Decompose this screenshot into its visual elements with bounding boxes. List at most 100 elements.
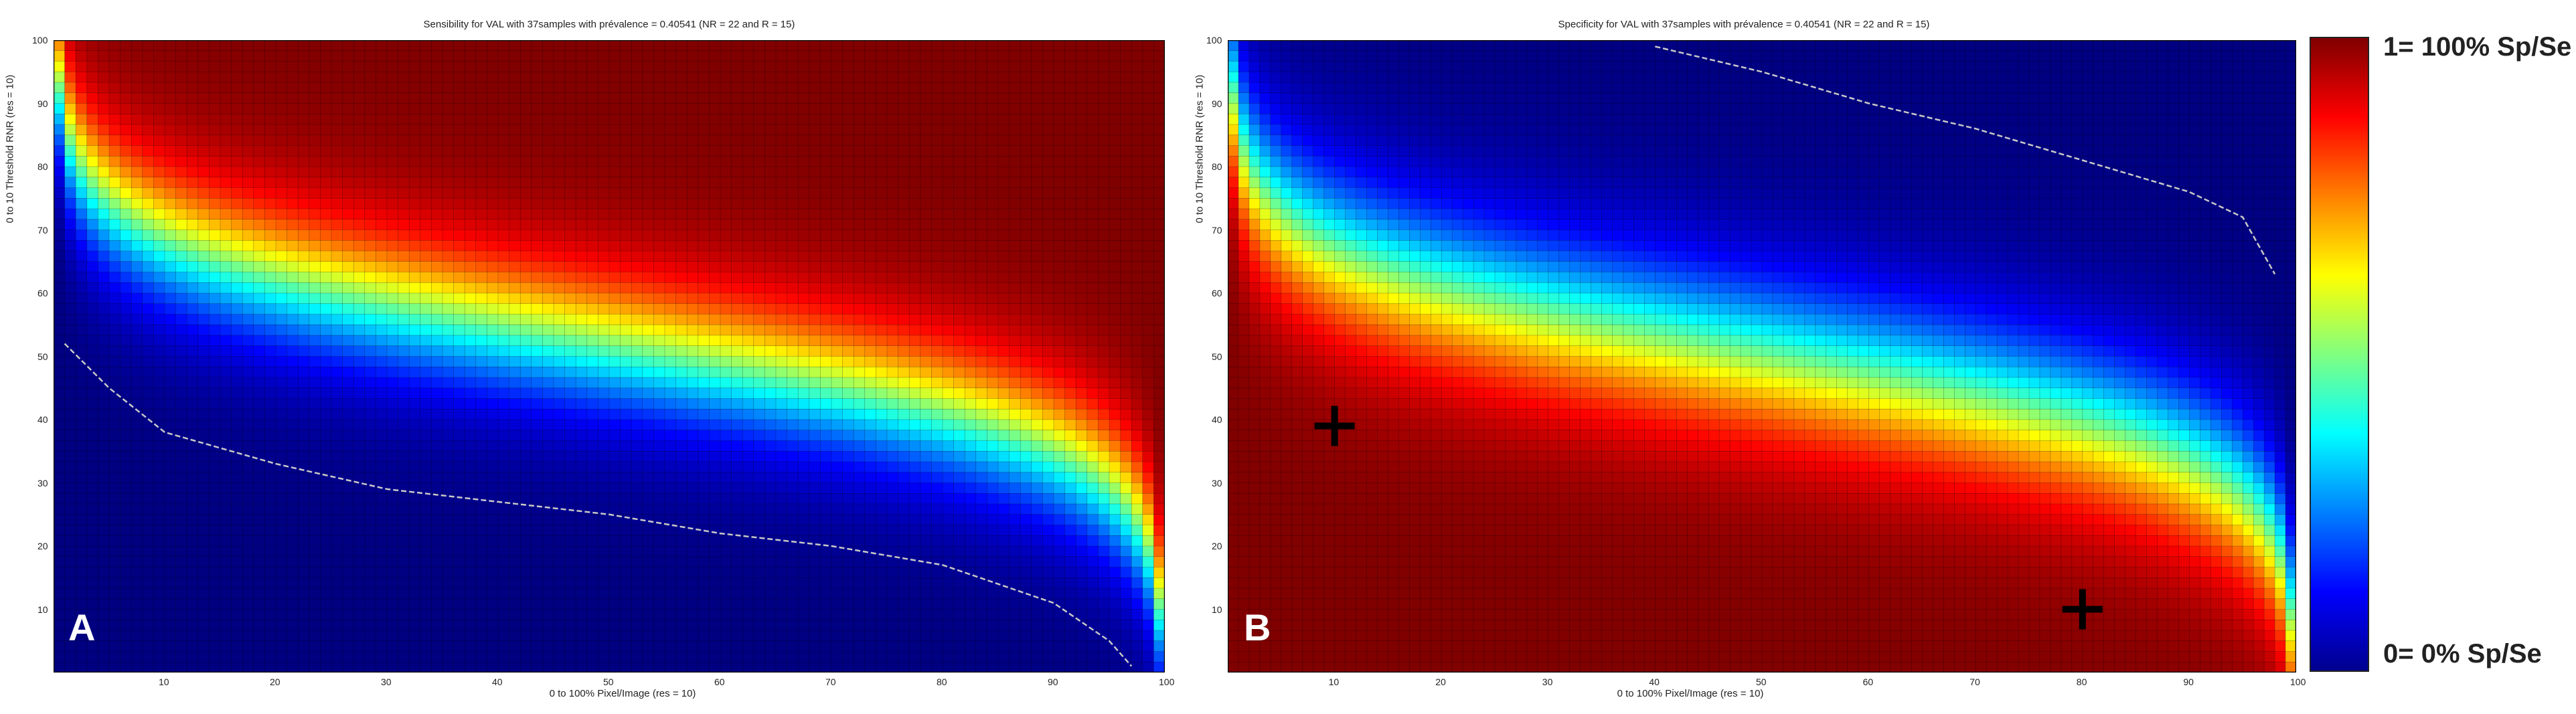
heatmap-cell [264,387,276,399]
heatmap-cell [787,250,799,262]
heatmap-cell [586,177,598,189]
heatmap-cell [186,113,199,125]
heatmap-cell [309,145,321,157]
heatmap-cell [709,545,721,557]
heatmap-cell [775,40,788,52]
heatmap-cell [175,535,187,547]
heatmap-cell [497,303,510,315]
heatmap-cell [431,535,443,547]
heatmap-cell [964,314,977,325]
heatmap-cell [509,177,521,189]
heatmap-cell [431,356,443,367]
heatmap-cell [275,197,288,209]
heatmap-cell [120,230,132,241]
heatmap-cell [731,71,743,83]
heatmap-cell [842,503,854,515]
heatmap-cell [864,40,877,52]
heatmap-cell [386,493,399,505]
heatmap-cell [931,387,943,399]
heatmap-cell [287,219,299,231]
heatmap-cell [642,419,654,431]
heatmap-cell [64,482,76,494]
heatmap-cell [942,113,955,125]
heatmap-cell [908,50,921,62]
heatmap-cell [420,408,432,420]
heatmap-cell [686,482,699,494]
heatmap-cell [175,640,187,652]
heatmap-cell [864,640,877,652]
heatmap-cell [653,651,665,662]
heatmap-cell [264,514,276,526]
heatmap-cell [575,124,588,136]
heatmap-cell [920,661,933,673]
heatmap-cell [898,292,910,304]
heatmap-cell [620,197,632,209]
heatmap-cell [242,71,254,83]
heatmap-cell [98,166,110,178]
heatmap-cell [497,525,510,536]
heatmap-cell [309,124,321,136]
heatmap-cell [953,640,965,652]
heatmap-cell [475,609,487,620]
heatmap-cell [398,292,410,304]
heatmap-cell [642,40,654,52]
heatmap-cell [442,324,455,336]
heatmap-cell [531,303,543,315]
heatmap-cell [253,177,265,189]
heatmap-cell [787,588,799,600]
heatmap-cell [509,314,521,325]
heatmap-cell [497,282,510,294]
heatmap-cell [54,92,66,104]
heatmap-cell [353,398,366,410]
heatmap-cell [487,82,499,94]
heatmap-cell [275,598,288,610]
heatmap-cell [197,250,210,262]
heatmap-cell [98,609,110,620]
heatmap-cell [376,82,388,94]
heatmap-cell [898,482,910,494]
heatmap-cell [309,619,321,631]
heatmap-cell [408,493,421,505]
heatmap-cell [253,356,265,367]
heatmap-cell [742,598,754,610]
heatmap-cell [487,324,499,336]
heatmap-cell [342,482,354,494]
heatmap-cell [686,230,699,241]
heatmap-cell [86,356,98,367]
heatmap-cell [831,166,843,178]
heatmap-cell [542,250,554,262]
heatmap-cell [376,450,388,462]
heatmap-cell [753,545,766,557]
heatmap-cell [342,651,354,662]
heatmap-cell [54,292,66,304]
heatmap-cell [753,155,766,167]
heatmap-cell [886,240,899,252]
heatmap-cell [264,366,276,378]
heatmap-cell [186,197,199,209]
heatmap-cell [353,630,366,642]
heatmap-cell [164,145,177,157]
heatmap-cell [275,261,288,273]
heatmap-cell [653,177,665,189]
heatmap-cell [542,430,554,442]
heatmap-cell [809,135,821,147]
heatmap-cell [842,187,854,199]
heatmap-cell [820,314,832,325]
heatmap-cell [309,113,321,125]
heatmap-cell [431,187,443,199]
heatmap-cell [408,61,421,72]
heatmap-cell [886,356,899,367]
heatmap-cell [542,272,554,283]
heatmap-cell [320,166,332,178]
heatmap-cell [709,219,721,231]
heatmap-cell [764,567,777,578]
heatmap-cell [531,366,543,378]
heatmap-cell [98,598,110,610]
heatmap-cell [131,661,143,673]
heatmap-cell [264,588,276,600]
heatmap-cell [731,82,743,94]
heatmap-cell [275,145,288,157]
heatmap-cell [931,219,943,231]
heatmap-cell [609,535,621,547]
heatmap-cell [531,630,543,642]
